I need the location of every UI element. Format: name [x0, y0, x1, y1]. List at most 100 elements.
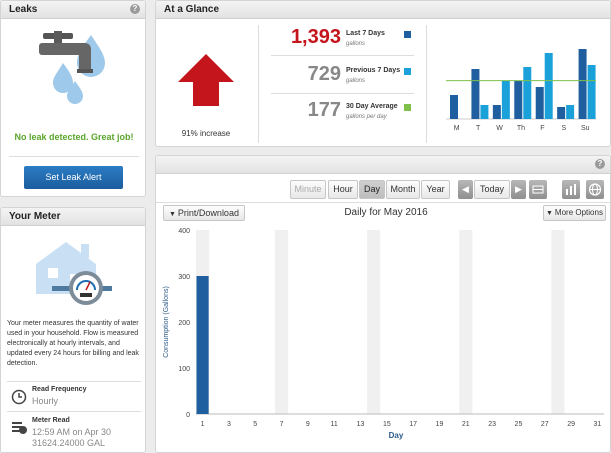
- weekend-band: [274, 230, 289, 414]
- faucet-icon: [39, 31, 105, 104]
- weekend-band: [367, 230, 381, 414]
- minute-button[interactable]: Minute: [290, 180, 326, 199]
- x-tick-label: 3: [227, 421, 231, 428]
- next-button[interactable]: ▶: [511, 180, 526, 199]
- glance-panel: At a Glance 91% increase 1,393 Last 7 Da…: [155, 0, 611, 147]
- x-tick-label: 31: [594, 421, 602, 428]
- avg-value: 177: [307, 99, 341, 121]
- last7-legend-swatch: [404, 31, 411, 38]
- x-tick-label: 1: [201, 421, 205, 428]
- last7-value: 1,393: [290, 26, 341, 48]
- table-view-icon[interactable]: [529, 180, 547, 199]
- bar: [544, 53, 553, 119]
- hour-button[interactable]: Hour: [328, 180, 358, 199]
- read-frequency-value: Hourly: [32, 396, 59, 406]
- bar: [501, 81, 510, 119]
- tick-label: Th: [517, 125, 525, 132]
- meter-description: Your meter measures the quantity of wate…: [7, 320, 139, 367]
- x-tick-label: 23: [488, 421, 496, 428]
- today-button[interactable]: Today: [474, 180, 510, 199]
- avg-unit: gallons per day: [346, 114, 387, 120]
- read-frequency-label: Read Frequency: [32, 386, 87, 393]
- tick-label: F: [540, 125, 544, 132]
- previous-button[interactable]: ◀: [458, 180, 473, 199]
- print-download-label: Print/Download: [177, 208, 239, 218]
- tick-label: Su: [581, 125, 590, 132]
- day-button[interactable]: Day: [359, 180, 385, 199]
- bar: [471, 69, 480, 119]
- y-tick-label: 0: [186, 412, 190, 419]
- avg-legend-swatch: [404, 104, 411, 111]
- meter-read-label: Meter Read: [32, 417, 70, 424]
- x-tick-label: 11: [331, 421, 338, 428]
- dropdown-icon: ▼: [546, 210, 555, 217]
- bar: [535, 87, 544, 119]
- more-options-label: More Options: [554, 208, 603, 217]
- clock-icon: [11, 389, 27, 405]
- month-button[interactable]: Month: [386, 180, 420, 199]
- bar: [557, 107, 566, 119]
- weekend-band: [551, 230, 565, 414]
- glance-title: At a Glance: [164, 4, 220, 15]
- leaks-title: Leaks: [9, 4, 38, 15]
- divider: [258, 25, 259, 143]
- y-tick-label: 200: [178, 320, 190, 327]
- year-button[interactable]: Year: [421, 180, 450, 199]
- x-axis-label: Day: [389, 431, 404, 440]
- dropdown-icon: ▼: [169, 211, 178, 218]
- x-tick-label: 29: [567, 421, 575, 428]
- bar: [578, 49, 587, 119]
- divider: [271, 55, 414, 56]
- leaks-header: Leaks ?: [1, 1, 145, 19]
- set-leak-alert-button[interactable]: Set Leak Alert: [24, 166, 123, 189]
- meter-house-icon: [36, 242, 112, 305]
- meter-header: Your Meter: [1, 208, 145, 226]
- bar: [523, 67, 532, 119]
- last7-unit: gallons: [346, 41, 366, 47]
- weekly-usage-chart: M T W Th F S Su: [446, 49, 596, 132]
- divider: [7, 411, 141, 412]
- meter-read-icon: [12, 422, 27, 434]
- x-tick-label: 21: [462, 421, 470, 428]
- weekend-band: [459, 230, 473, 414]
- help-icon[interactable]: ?: [595, 159, 605, 169]
- prev7-value: 729: [307, 63, 341, 85]
- x-tick-label: 7: [280, 421, 284, 428]
- divider: [156, 202, 610, 203]
- x-tick-label: 15: [383, 421, 391, 428]
- chart-title: Daily for May 2016: [344, 207, 428, 218]
- x-tick-label: 27: [541, 421, 549, 428]
- avg-label: 30 Day Average: [346, 103, 398, 110]
- y-axis-label: Consumption (Gallons): [163, 286, 170, 358]
- tick-label: S: [562, 125, 567, 132]
- meter-title: Your Meter: [9, 211, 61, 222]
- x-tick-label: 5: [253, 421, 257, 428]
- bar: [480, 105, 489, 119]
- prev7-unit: gallons: [346, 78, 366, 84]
- tick-label: T: [476, 125, 481, 132]
- prev7-label: Previous 7 Days: [346, 67, 401, 74]
- percent-increase: 91% increase: [181, 129, 231, 138]
- glance-header: At a Glance: [156, 1, 610, 19]
- bar: [514, 81, 523, 119]
- y-tick-label: 400: [178, 228, 190, 235]
- x-tick-label: 19: [436, 421, 444, 428]
- x-tick-label: 13: [357, 421, 365, 428]
- divider: [271, 93, 414, 94]
- more-options-button[interactable]: ▼ More Options: [543, 205, 606, 221]
- bar-chart-icon[interactable]: [562, 180, 580, 199]
- usage-panel: ? Minute Hour Day Month Year ◀ Today ▶ ▼…: [155, 155, 611, 453]
- divider: [426, 25, 427, 143]
- help-icon[interactable]: ?: [130, 4, 140, 14]
- x-tick-label: 25: [515, 421, 523, 428]
- increase-arrow-icon: [178, 54, 234, 106]
- bar: [450, 95, 458, 119]
- globe-icon[interactable]: [586, 180, 604, 199]
- last7-label: Last 7 Days: [346, 30, 385, 37]
- meter-panel: Your Meter Your meter measures the quant…: [0, 207, 146, 453]
- y-tick-label: 100: [178, 366, 190, 373]
- y-tick-label: 300: [178, 274, 190, 281]
- print-download-button[interactable]: ▼ Print/Download: [163, 205, 245, 221]
- meter-read-time: 12:59 AM on Apr 30: [32, 427, 112, 437]
